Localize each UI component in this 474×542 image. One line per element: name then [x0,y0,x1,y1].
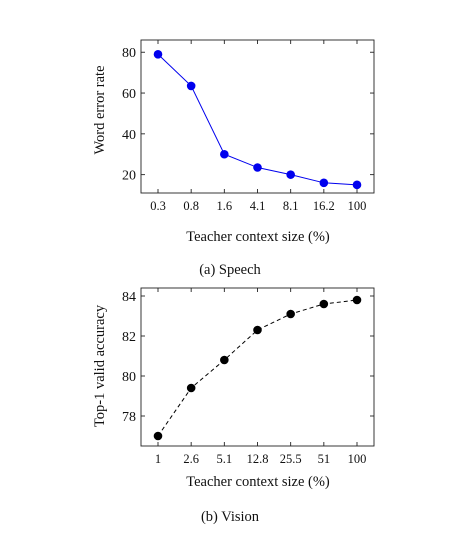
speech-xlabel: Teacher context size (%) [186,229,330,245]
vision-chart: 78 80 82 84 1 2.6 5.1 12.8 25.5 51 100 [122,287,375,466]
speech-chart: 20 40 60 80 0.3 0.8 1.6 4.1 8.1 16.2 100 [122,39,375,213]
speech-data-point [220,149,229,159]
vision-ytick-label: 80 [122,370,136,385]
vision-xtick-label: 100 [348,452,367,466]
vision-xtick-label: 51 [318,452,331,466]
speech-ytick-label: 60 [122,87,136,102]
vision-data-point [319,299,329,309]
speech-xtick-label: 4.1 [250,199,266,213]
speech-xtick-label: 100 [348,199,367,213]
speech-ytick-label: 20 [122,169,136,184]
vision-series-line [157,299,358,437]
vision-ytick-label: 84 [122,290,136,305]
speech-data-point [186,81,196,91]
vision-ytick-label: 82 [122,330,136,345]
speech-data-point [352,180,362,190]
vision-data-point [253,325,262,335]
vision-data-point [220,355,229,365]
vision-axes-frame [140,287,375,447]
vision-data-point [153,431,163,441]
speech-ytick-label: 80 [122,46,136,61]
vision-data-point [186,383,196,393]
vision-xtick-label: 12.8 [247,452,269,466]
speech-xtick-label: 0.3 [150,199,166,213]
speech-xtick-label: 16.2 [313,199,335,213]
speech-xtick-label: 0.8 [183,199,199,213]
speech-data-point [153,49,163,59]
speech-ytick-label: 40 [122,128,136,143]
speech-data-point [253,163,262,172]
speech-xtick-label: 1.6 [217,199,233,213]
vision-ytick-label: 78 [122,410,136,425]
vision-xtick-label: 1 [155,452,161,466]
vision-xtick-label: 25.5 [280,452,302,466]
vision-ylabel: Top-1 valid accuracy [92,304,108,427]
vision-data-point [286,309,295,319]
vision-xtick-label: 2.6 [183,452,199,466]
speech-data-point [286,170,295,179]
speech-ylabel: Word error rate [92,65,108,154]
vision-xlabel: Teacher context size (%) [186,474,330,490]
speech-data-point [319,178,329,188]
speech-caption: (a) Speech [199,262,261,278]
vision-xtick-label: 5.1 [217,452,233,466]
vision-caption: (b) Vision [201,509,260,525]
speech-xtick-label: 8.1 [283,199,299,213]
vision-data-point [352,295,362,305]
